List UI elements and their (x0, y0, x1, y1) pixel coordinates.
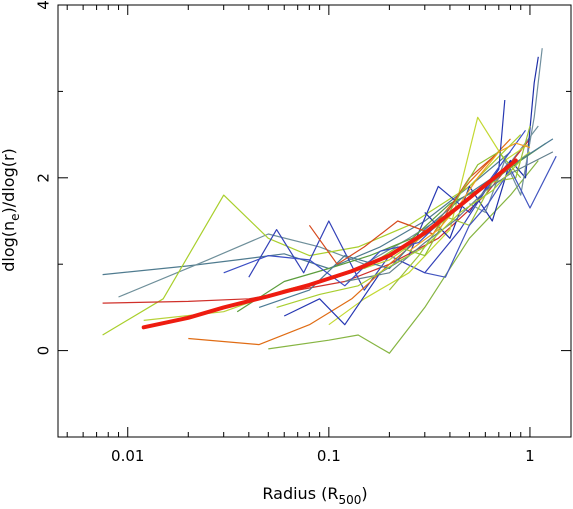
series-layer (102, 48, 557, 354)
series-line (408, 142, 531, 252)
y-axis-title-post: )/dlog(r) (0, 148, 18, 213)
series-line (424, 56, 539, 239)
x-axis-title-close: ) (361, 484, 367, 503)
series-line (248, 160, 511, 291)
x-tick-label: 1 (525, 447, 535, 465)
x-axis-title-main: Radius (R (262, 484, 338, 503)
series-line (424, 155, 557, 278)
series-line (236, 142, 547, 313)
series-line (276, 160, 522, 308)
y-tick-label: 2 (35, 173, 53, 183)
series-line (344, 151, 554, 283)
series-line (102, 134, 522, 336)
y-axis-title-subscript: e (8, 213, 22, 220)
mean-profile-line (141, 158, 518, 330)
y-tick-label: 4 (35, 0, 53, 10)
axes: 0.01 0.1 1 0 2 4 (35, 0, 571, 465)
y-axis-title: dlog(ne)/dlog(r) (0, 148, 22, 272)
series-line (268, 160, 539, 354)
x-tick-label: 0.1 (317, 447, 341, 465)
y-tick-label: 0 (35, 346, 53, 356)
x-axis-title-subscript: 500 (338, 493, 361, 507)
series-line (328, 116, 531, 326)
y-axis-title-pre: dlog(n (0, 221, 18, 272)
x-tick-label: 0.01 (111, 447, 144, 465)
x-axis-title: Radius (R500) (262, 484, 367, 507)
plot-frame (57, 4, 572, 438)
